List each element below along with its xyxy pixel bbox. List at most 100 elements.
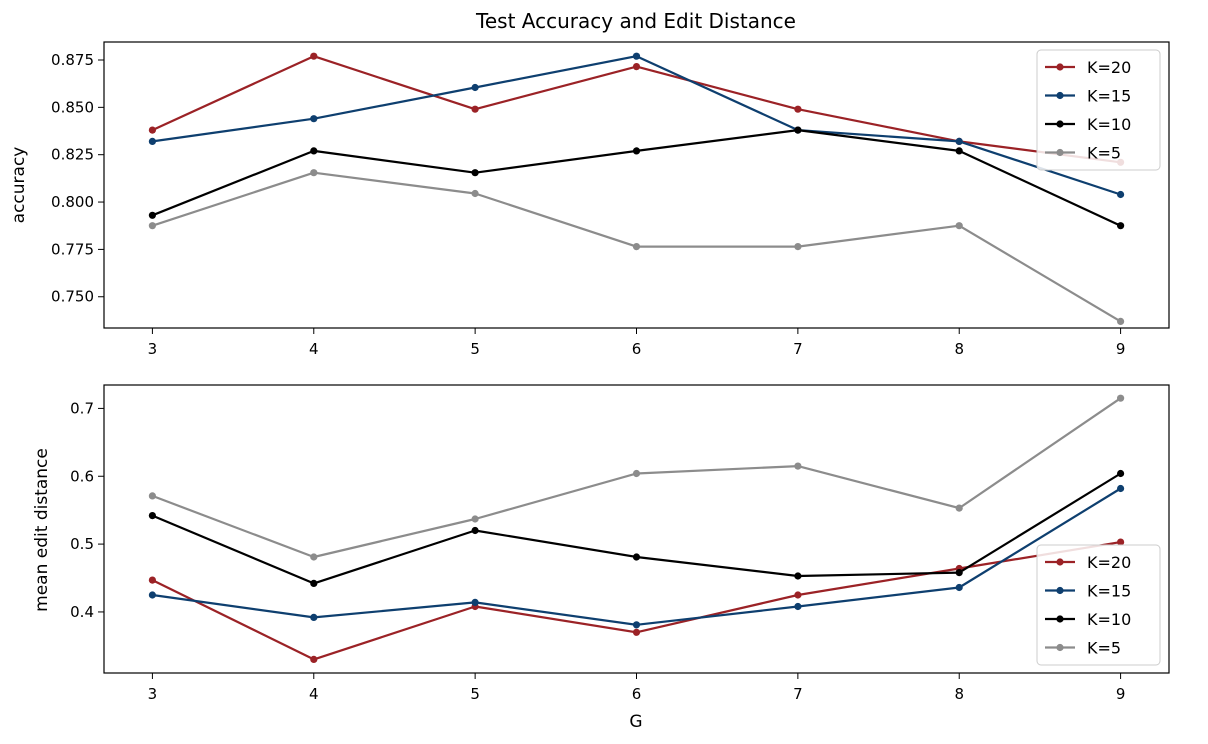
data-point (632, 469, 641, 478)
x-tick-label: 8 (954, 340, 964, 358)
series-k-5 (148, 169, 1125, 325)
series-k-15 (148, 484, 1125, 629)
y-tick-label: 0.775 (51, 240, 94, 258)
legend-label: K=5 (1087, 144, 1121, 163)
data-point (310, 147, 318, 155)
legend-item: K=15 (1045, 582, 1131, 601)
legend-box (1036, 49, 1161, 171)
data-point (632, 147, 641, 155)
x-tick-label: 3 (148, 685, 158, 703)
legend: K=20 K=15 K=10 K=5 (1036, 49, 1161, 171)
data-point (1117, 394, 1125, 402)
plot-frame (103, 41, 1170, 329)
chart-title: Test Accuracy and Edit Distance (475, 9, 796, 33)
data-point (148, 591, 156, 599)
data-point (632, 243, 641, 251)
data-point (955, 583, 963, 592)
legend-label: K=10 (1087, 610, 1131, 629)
legend-marker (1056, 643, 1064, 652)
data-point (955, 137, 963, 145)
y-tick-label: 0.6 (70, 467, 94, 485)
series-k-10 (148, 126, 1125, 230)
data-point (1117, 538, 1125, 546)
data-point (632, 553, 641, 561)
series-k-10 (148, 469, 1125, 588)
data-point (471, 105, 479, 113)
y-tick-label: 0.4 (70, 603, 94, 621)
data-point (471, 598, 479, 607)
y-axis-label-accuracy: accuracy (9, 147, 29, 224)
data-point (148, 126, 156, 134)
data-point (1117, 469, 1125, 478)
data-point (310, 579, 318, 588)
data-point (471, 515, 479, 523)
x-tick-label: 4 (309, 685, 319, 703)
x-tick-label: 5 (470, 685, 480, 703)
legend-marker (1056, 558, 1064, 566)
y-tick-label: 0.800 (51, 193, 94, 211)
legend-item: K=5 (1045, 144, 1121, 163)
data-point (148, 511, 156, 520)
legend-label: K=15 (1087, 582, 1131, 601)
y-tick-label: 0.825 (51, 146, 94, 164)
data-point (471, 169, 479, 177)
data-point (632, 621, 641, 629)
data-point (632, 628, 641, 636)
x-axis-label: G (629, 712, 642, 732)
data-point (1117, 190, 1125, 199)
data-point (632, 52, 641, 60)
series-k-20 (148, 538, 1125, 664)
data-point (955, 504, 963, 512)
data-point (310, 655, 318, 664)
x-tick-label: 9 (1116, 340, 1126, 358)
x-tick-label: 4 (309, 340, 319, 358)
x-tick-label: 9 (1116, 685, 1126, 703)
legend-item: K=20 (1045, 553, 1131, 572)
x-tick-label: 3 (148, 340, 158, 358)
data-point (794, 591, 802, 599)
legend-item: K=10 (1045, 115, 1131, 134)
x-tick-label: 7 (793, 340, 803, 358)
series-line (152, 55, 1121, 196)
data-point (310, 169, 318, 177)
data-point (1117, 484, 1125, 493)
data-point (1117, 222, 1125, 230)
legend-marker (1056, 120, 1064, 128)
legend-marker (1056, 63, 1064, 71)
data-point (1117, 317, 1125, 325)
data-point (955, 222, 963, 230)
y-tick-label: 0.850 (51, 98, 94, 116)
legend-label: K=20 (1087, 58, 1131, 77)
data-point (955, 147, 963, 155)
y-tick-label: 0.5 (70, 535, 94, 553)
data-point (471, 83, 479, 92)
legend-item: K=10 (1045, 610, 1131, 629)
y-axis-label-edit-distance: mean edit distance (32, 448, 52, 612)
data-point (310, 52, 318, 60)
legend-label: K=5 (1087, 639, 1121, 658)
data-point (310, 613, 318, 622)
x-tick-label: 6 (632, 685, 642, 703)
y-tick-label: 0.750 (51, 288, 94, 306)
edit-distance-subplot: mean edit distance G 3 4 5 6 7 8 9 0.4 0.5 0.6 0.7… (32, 384, 1170, 732)
series-k-15 (148, 52, 1125, 199)
x-tick-label: 6 (632, 340, 642, 358)
legend-marker (1056, 586, 1064, 595)
data-point (794, 126, 802, 134)
data-point (794, 602, 802, 611)
data-point (794, 572, 802, 580)
data-point (955, 569, 963, 577)
legend-item: K=20 (1045, 58, 1131, 77)
y-tick-label: 0.875 (51, 51, 94, 69)
data-point (148, 576, 156, 584)
data-point (471, 189, 479, 198)
legend-label: K=10 (1087, 115, 1131, 134)
x-tick-label: 8 (954, 685, 964, 703)
legend-marker (1056, 91, 1064, 100)
data-point (310, 553, 318, 561)
data-point (471, 526, 479, 535)
series-k-5 (148, 394, 1125, 561)
data-point (148, 211, 156, 219)
series-line (152, 397, 1122, 559)
